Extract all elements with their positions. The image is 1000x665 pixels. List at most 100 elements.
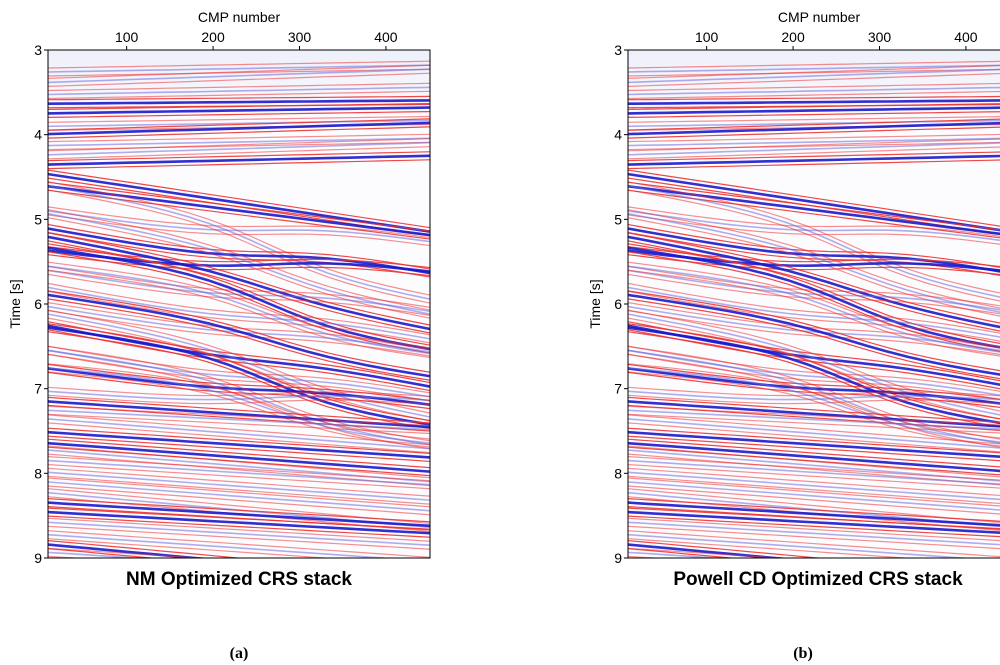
reflector [48, 435, 430, 463]
y-tick-label: 4 [34, 127, 42, 143]
reflector [48, 456, 430, 482]
reflector [628, 390, 1000, 401]
reflector [48, 430, 430, 459]
x-tick-label: 300 [868, 29, 892, 45]
panel-title: Powell CD Optimized CRS stack [673, 569, 963, 590]
reflector [48, 548, 158, 558]
reflector [628, 435, 1000, 462]
reflector [628, 430, 1000, 459]
y-tick-label: 3 [614, 42, 622, 58]
reflector [628, 126, 1000, 139]
reflector [48, 206, 430, 239]
reflector [628, 525, 1000, 550]
reflector [48, 138, 430, 152]
reflector [628, 282, 1000, 334]
reflector [48, 86, 430, 96]
reflector [628, 243, 1000, 344]
reflector [48, 475, 430, 505]
reflector [628, 72, 1000, 87]
reflector [628, 498, 1000, 522]
reflector [628, 394, 1000, 405]
reflector [48, 363, 430, 402]
reflector [628, 138, 1000, 152]
reflector [48, 540, 245, 558]
reflector [48, 422, 430, 454]
reflector [628, 471, 1000, 501]
y-tick-label: 4 [614, 127, 622, 143]
reflector [48, 189, 430, 304]
reflector [48, 68, 430, 84]
reflector [48, 323, 430, 422]
reflector [628, 159, 1000, 170]
reflector [48, 290, 430, 373]
reflector [628, 265, 1000, 353]
reflector [48, 90, 430, 100]
reflector [48, 409, 430, 431]
reflector [48, 119, 430, 128]
panel-title: NM Optimized CRS stack [126, 569, 352, 590]
reflector [628, 456, 1000, 481]
reflector [48, 227, 430, 275]
reflector [48, 538, 334, 558]
reflector [48, 64, 430, 79]
reflector [48, 133, 430, 143]
reflector [628, 261, 1000, 349]
reflector [628, 95, 1000, 101]
reflector [48, 543, 210, 558]
panel-label: (a) [230, 645, 249, 662]
reflector [628, 82, 1000, 92]
x-axis-label: CMP number [778, 9, 861, 25]
reflector [48, 471, 430, 501]
reflector [628, 386, 1000, 397]
reflector [628, 481, 1000, 511]
reflector [628, 501, 1000, 527]
reflector [48, 106, 430, 115]
reflector [628, 235, 1000, 329]
reflector [628, 210, 1000, 242]
reflector [628, 293, 1000, 376]
reflector [628, 302, 1000, 348]
reflector [48, 445, 430, 479]
reflector [628, 349, 1000, 397]
reflector [628, 400, 1000, 428]
reflector [628, 363, 1000, 401]
reflector [48, 95, 430, 101]
reflector [628, 286, 1000, 338]
panel-label: (b) [793, 645, 813, 662]
reflector [628, 441, 1000, 473]
y-tick-label: 6 [614, 296, 622, 312]
reflector [48, 72, 430, 87]
reflector [48, 400, 430, 429]
reflector [628, 438, 1000, 468]
reflector [48, 394, 430, 405]
reflector [628, 227, 1000, 273]
reflector [48, 551, 149, 558]
reflector [48, 159, 430, 170]
reflector [628, 326, 1000, 425]
x-tick-label: 100 [115, 29, 139, 45]
reflector [48, 99, 430, 105]
reflector [628, 111, 1000, 118]
y-tick-label: 6 [34, 296, 42, 312]
reflector [628, 367, 1000, 443]
reflector [48, 298, 430, 381]
reflector [628, 290, 1000, 342]
reflector [48, 485, 430, 516]
reflector [628, 142, 1000, 156]
reflector [48, 530, 430, 558]
reflector [48, 349, 430, 398]
reflector [48, 235, 430, 331]
reflector [628, 60, 1000, 69]
x-tick-label: 300 [288, 29, 312, 45]
reflector [48, 286, 430, 340]
reflector [48, 64, 430, 73]
reflector [48, 438, 430, 469]
seismic-image [48, 50, 430, 558]
reflector [628, 464, 1000, 489]
reflector [628, 317, 1000, 420]
reflector [628, 418, 1000, 449]
reflector [48, 121, 430, 136]
reflector [628, 68, 1000, 77]
reflector [628, 551, 729, 558]
